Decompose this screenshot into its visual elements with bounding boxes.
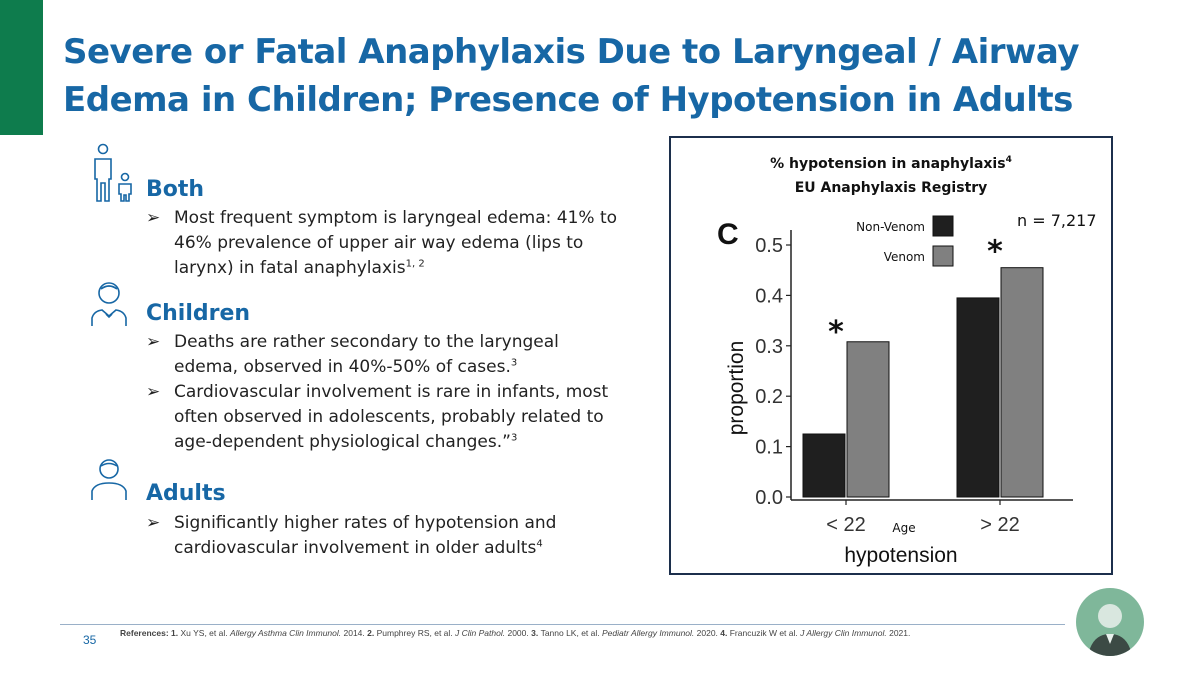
bullet-item: ➢ Cardiovascular involvement is rare in i… bbox=[146, 382, 609, 452]
y-tick-label: 0.5 bbox=[755, 235, 783, 257]
bullet-item: ➢ Significantly higher rates of hypotensi… bbox=[146, 513, 557, 558]
chart-bars: ** bbox=[802, 235, 1044, 498]
reference-item: 2. Pumphrey RS, et al. J Clin Pathol. 20… bbox=[364, 628, 529, 638]
chart-legend: Non-Venom Venom bbox=[856, 215, 954, 267]
chart-subtitle: EU Anaphylaxis Registry bbox=[795, 180, 988, 196]
arrow-bullet-icon: ➢ bbox=[146, 513, 161, 533]
references: References: 1. Xu YS, et al. Allergy Ast… bbox=[120, 628, 910, 638]
arrow-bullet-icon: ➢ bbox=[146, 382, 161, 402]
arrow-bullet-icon: ➢ bbox=[146, 332, 161, 352]
bar-non-venom bbox=[956, 297, 1000, 498]
bullet-item: ➢ Most frequent symptom is laryngeal edem… bbox=[146, 208, 618, 278]
child-icon bbox=[91, 282, 127, 326]
legend-swatch bbox=[932, 245, 954, 267]
y-tick-label: 0.0 bbox=[755, 487, 783, 509]
reference-item: 4. Francuzik W et al. J Allergy Clin Imm… bbox=[717, 628, 911, 638]
reference-item: 1. Xu YS, et al. Allergy Asthma Clin Imm… bbox=[171, 628, 365, 638]
adult-icon bbox=[91, 459, 127, 500]
reference-item: 3. Tanno LK, et al. Pediatr Allergy Immu… bbox=[528, 628, 718, 638]
chart-title: % hypotension in anaphylaxis4 bbox=[770, 155, 1012, 172]
significance-marker: * bbox=[987, 235, 1003, 270]
legend-swatch bbox=[932, 215, 954, 237]
y-tick-label: 0.1 bbox=[755, 437, 783, 459]
x-tick-label: > 22 bbox=[980, 514, 1019, 536]
title-line-2: Edema in Children; Presence of Hypotensi… bbox=[63, 80, 1073, 120]
page-number: 35 bbox=[83, 633, 97, 647]
parent-child-icon bbox=[94, 143, 132, 202]
x-axis-label: hypotension bbox=[844, 544, 957, 567]
title-line-1: Severe or Fatal Anaphylaxis Due to Laryn… bbox=[63, 32, 1080, 72]
heading-both: Both bbox=[146, 177, 205, 202]
chart-panel: % hypotension in anaphylaxis4 EU Anaphyl… bbox=[669, 136, 1113, 575]
y-tick-label: 0.4 bbox=[755, 285, 783, 307]
legend-label: Venom bbox=[884, 250, 925, 264]
chart-axes: 0.0 0.1 0.2 0.3 0.4 0.5 < 22 > 22 bbox=[755, 230, 1073, 536]
references-label: References: bbox=[120, 628, 169, 638]
significance-marker: * bbox=[828, 315, 844, 350]
avatar bbox=[1076, 588, 1144, 656]
footer-divider bbox=[60, 624, 1065, 625]
bullets-adults: ➢ Significantly higher rates of hypotensi… bbox=[146, 511, 626, 561]
x-tick-label: < 22 bbox=[826, 514, 865, 536]
n-label: n = 7,217 bbox=[1017, 211, 1097, 230]
legend-label: Non-Venom bbox=[856, 220, 925, 234]
heading-children: Children bbox=[146, 301, 251, 326]
x-axis-mid-label: Age bbox=[892, 521, 915, 535]
bar-non-venom bbox=[802, 433, 846, 498]
bullets-both: ➢ Most frequent symptom is laryngeal edem… bbox=[146, 206, 626, 281]
y-tick-label: 0.2 bbox=[755, 386, 783, 408]
bar-venom bbox=[1000, 267, 1044, 498]
bar-venom bbox=[846, 341, 890, 498]
y-axis-label: proportion bbox=[725, 341, 748, 436]
y-tick-label: 0.3 bbox=[755, 336, 783, 358]
bar-chart: % hypotension in anaphylaxis4 EU Anaphyl… bbox=[717, 155, 1097, 567]
presenter-photo-icon bbox=[1088, 604, 1132, 656]
bullet-item: ➢ Deaths are rather secondary to the lary… bbox=[146, 332, 559, 377]
arrow-bullet-icon: ➢ bbox=[146, 208, 161, 228]
slide-title: Severe or Fatal Anaphylaxis Due to Laryn… bbox=[63, 28, 1080, 124]
heading-adults: Adults bbox=[146, 481, 226, 506]
bullets-children: ➢ Deaths are rather secondary to the lary… bbox=[146, 330, 626, 455]
accent-bar bbox=[0, 0, 43, 135]
panel-label: C bbox=[717, 218, 739, 251]
